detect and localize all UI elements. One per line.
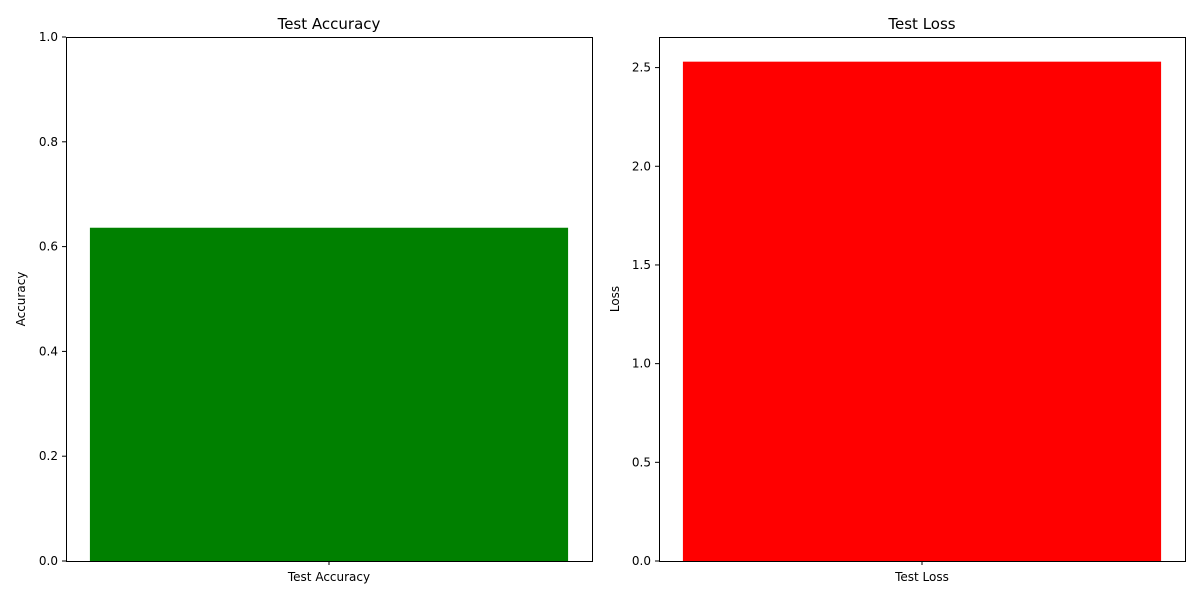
loss-y-tick-label: 0.5 bbox=[632, 455, 651, 469]
loss-chart-title: Test Loss bbox=[887, 15, 955, 33]
accuracy-bar bbox=[89, 227, 569, 562]
accuracy-y-tick-label: 0.0 bbox=[39, 554, 58, 568]
loss-y-ticks: 0.0 0.5 1.0 1.5 2.0 2.5 bbox=[632, 61, 659, 568]
accuracy-chart: Test Accuracy Accuracy 0.0 0.2 0.4 0.6 0.8 1.… bbox=[14, 15, 593, 584]
accuracy-y-tick-label: 1.0 bbox=[39, 30, 58, 44]
loss-y-tick-label: 0.0 bbox=[632, 554, 651, 568]
loss-y-tick-label: 2.5 bbox=[632, 61, 651, 75]
accuracy-y-ticks: 0.0 0.2 0.4 0.6 0.8 1.0 bbox=[39, 30, 66, 568]
accuracy-chart-title: Test Accuracy bbox=[277, 15, 381, 33]
loss-chart: Test Loss Loss 0.0 0.5 1.0 1.5 2.0 2.5 Test L… bbox=[608, 15, 1186, 584]
loss-plot-frame bbox=[659, 37, 1186, 562]
accuracy-y-tick-label: 0.4 bbox=[39, 344, 58, 358]
accuracy-bars bbox=[89, 227, 569, 562]
loss-y-tick-label: 1.0 bbox=[632, 357, 651, 371]
accuracy-y-tick-label: 0.2 bbox=[39, 449, 58, 463]
loss-x-tick-label: Test Loss bbox=[894, 570, 949, 584]
accuracy-y-tick-label: 0.8 bbox=[39, 135, 58, 149]
accuracy-x-tick-label: Test Accuracy bbox=[287, 570, 370, 584]
loss-bars bbox=[682, 61, 1162, 562]
accuracy-plot-frame bbox=[66, 37, 593, 562]
loss-bar bbox=[682, 61, 1162, 562]
accuracy-y-axis-label: Accuracy bbox=[14, 272, 28, 327]
loss-y-tick-label: 1.5 bbox=[632, 258, 651, 272]
loss-y-tick-label: 2.0 bbox=[632, 159, 651, 173]
loss-y-axis-label: Loss bbox=[608, 286, 622, 312]
accuracy-y-tick-label: 0.6 bbox=[39, 240, 58, 254]
